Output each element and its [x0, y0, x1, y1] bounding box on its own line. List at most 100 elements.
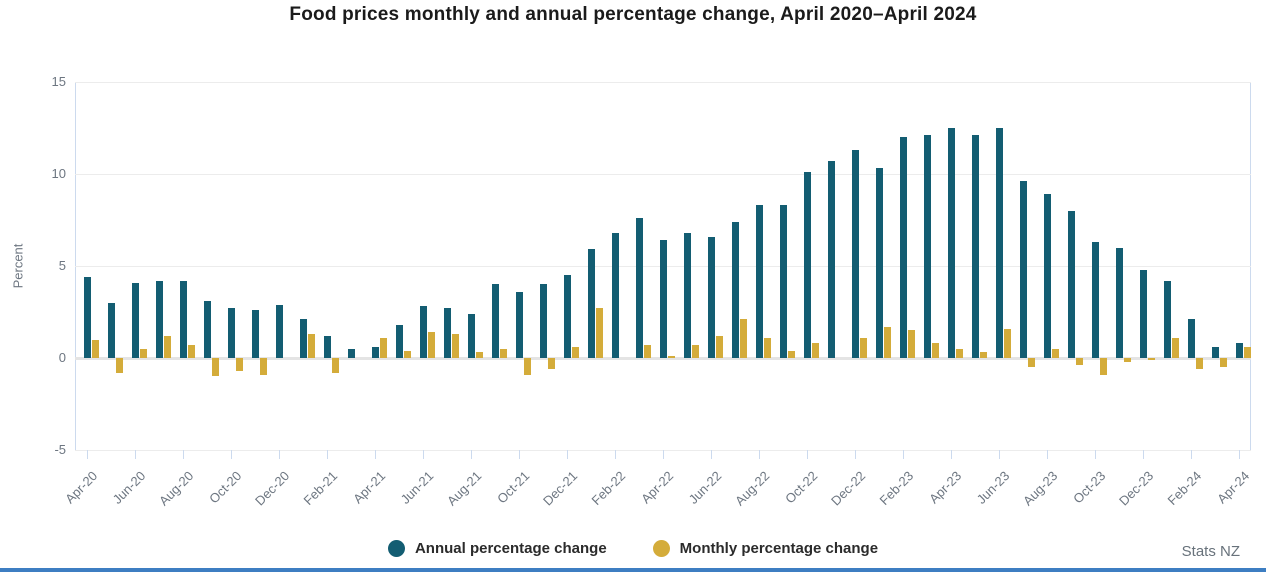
bar-annual-May-23[interactable] [972, 135, 979, 358]
bar-monthly-Jan-22[interactable] [596, 308, 603, 358]
bar-annual-Apr-20[interactable] [84, 277, 91, 358]
bar-annual-Oct-20[interactable] [228, 308, 235, 358]
bar-annual-Aug-22[interactable] [756, 205, 763, 358]
bar-monthly-Dec-22[interactable] [860, 337, 867, 358]
bar-monthly-Mar-24[interactable] [1220, 358, 1227, 368]
bar-annual-Dec-20[interactable] [276, 304, 283, 358]
bar-annual-Nov-22[interactable] [828, 161, 835, 358]
bar-monthly-Jan-24[interactable] [1172, 337, 1179, 358]
bar-annual-Sep-20[interactable] [204, 300, 211, 358]
bar-annual-Jan-24[interactable] [1164, 280, 1171, 358]
bar-monthly-Apr-20[interactable] [92, 339, 99, 358]
bar-annual-Dec-22[interactable] [852, 150, 859, 358]
bar-annual-Jul-20[interactable] [156, 280, 163, 358]
bar-annual-Sep-22[interactable] [780, 205, 787, 358]
bar-monthly-Apr-24[interactable] [1244, 346, 1251, 358]
bar-monthly-Dec-21[interactable] [572, 346, 579, 358]
bar-monthly-Jun-20[interactable] [140, 348, 147, 358]
bar-monthly-Sep-22[interactable] [788, 350, 795, 358]
bar-annual-Feb-21[interactable] [324, 335, 331, 358]
bar-monthly-May-22[interactable] [692, 345, 699, 358]
bar-annual-Mar-24[interactable] [1212, 346, 1219, 358]
bar-annual-Aug-21[interactable] [468, 313, 475, 358]
bar-annual-Aug-23[interactable] [1044, 194, 1051, 358]
bar-monthly-Nov-21[interactable] [548, 358, 555, 370]
bar-monthly-May-23[interactable] [980, 352, 987, 358]
bar-annual-Mar-21[interactable] [348, 348, 355, 358]
bar-annual-Oct-23[interactable] [1092, 242, 1099, 358]
legend-item-annual[interactable]: Annual percentage change [387, 540, 607, 557]
bar-monthly-Oct-20[interactable] [236, 358, 243, 371]
bar-annual-Mar-23[interactable] [924, 135, 931, 358]
bar-annual-Jun-20[interactable] [132, 282, 139, 358]
bar-annual-Feb-22[interactable] [612, 232, 619, 358]
bar-monthly-Jul-20[interactable] [164, 335, 171, 358]
bar-monthly-Dec-23[interactable] [1148, 358, 1155, 360]
bar-annual-Jun-21[interactable] [420, 306, 427, 358]
bar-monthly-Feb-21[interactable] [332, 358, 339, 373]
bar-annual-May-20[interactable] [108, 302, 115, 358]
bar-monthly-Jun-23[interactable] [1004, 328, 1011, 358]
bar-annual-Apr-23[interactable] [948, 128, 955, 358]
bar-annual-Dec-21[interactable] [564, 275, 571, 358]
bar-monthly-Oct-23[interactable] [1100, 358, 1107, 375]
bar-annual-Jun-23[interactable] [996, 128, 1003, 358]
bar-annual-Nov-20[interactable] [252, 310, 259, 358]
bar-monthly-Apr-23[interactable] [956, 348, 963, 358]
bar-monthly-Jun-21[interactable] [428, 332, 435, 358]
bar-annual-Jan-23[interactable] [876, 168, 883, 358]
legend-item-monthly[interactable]: Monthly percentage change [652, 540, 878, 557]
bar-monthly-Feb-23[interactable] [908, 330, 915, 358]
bar-monthly-Jul-22[interactable] [740, 319, 747, 358]
bar-annual-Apr-21[interactable] [372, 346, 379, 358]
bar-annual-Jan-22[interactable] [588, 249, 595, 358]
bar-annual-Feb-23[interactable] [900, 137, 907, 358]
bar-monthly-Aug-21[interactable] [476, 352, 483, 358]
bar-monthly-Sep-20[interactable] [212, 358, 219, 377]
x-axis-tick [807, 450, 808, 459]
bar-annual-Sep-21[interactable] [492, 284, 499, 358]
bar-monthly-Sep-21[interactable] [500, 348, 507, 358]
bar-annual-Apr-22[interactable] [660, 240, 667, 358]
bar-monthly-Sep-23[interactable] [1076, 358, 1083, 366]
bar-monthly-Jan-23[interactable] [884, 326, 891, 358]
bar-monthly-Aug-20[interactable] [188, 345, 195, 358]
bar-annual-Oct-21[interactable] [516, 291, 523, 358]
bar-monthly-Jul-23[interactable] [1028, 358, 1035, 368]
bar-annual-Aug-20[interactable] [180, 280, 187, 358]
bar-monthly-May-20[interactable] [116, 358, 123, 373]
bar-monthly-Mar-23[interactable] [932, 343, 939, 358]
x-axis-tick [663, 450, 664, 459]
bar-monthly-Oct-22[interactable] [812, 343, 819, 358]
bar-annual-Jul-21[interactable] [444, 308, 451, 358]
bar-monthly-Nov-20[interactable] [260, 358, 267, 375]
bar-annual-Mar-22[interactable] [636, 218, 643, 358]
x-axis-tick [951, 450, 952, 459]
bar-annual-Nov-21[interactable] [540, 284, 547, 358]
bar-annual-Jan-21[interactable] [300, 319, 307, 358]
bar-monthly-Apr-21[interactable] [380, 337, 387, 358]
bar-monthly-Oct-21[interactable] [524, 358, 531, 375]
bar-monthly-Jun-22[interactable] [716, 335, 723, 358]
bar-annual-Oct-22[interactable] [804, 172, 811, 358]
bar-monthly-Aug-22[interactable] [764, 337, 771, 358]
bar-monthly-Nov-23[interactable] [1124, 358, 1131, 362]
bar-annual-May-22[interactable] [684, 232, 691, 358]
bar-annual-Jun-22[interactable] [708, 236, 715, 358]
bar-annual-Sep-23[interactable] [1068, 210, 1075, 358]
bar-monthly-Jul-21[interactable] [452, 334, 459, 358]
bar-annual-Feb-24[interactable] [1188, 319, 1195, 358]
bar-annual-Apr-24[interactable] [1236, 343, 1243, 358]
bar-monthly-Apr-22[interactable] [668, 356, 675, 358]
bar-monthly-May-21[interactable] [404, 350, 411, 358]
x-axis-tick [615, 450, 616, 459]
bar-annual-Jul-23[interactable] [1020, 181, 1027, 358]
bar-monthly-Jan-21[interactable] [308, 334, 315, 358]
bar-monthly-Aug-23[interactable] [1052, 348, 1059, 358]
bar-annual-Nov-23[interactable] [1116, 247, 1123, 358]
bar-annual-May-21[interactable] [396, 324, 403, 358]
bar-annual-Jul-22[interactable] [732, 221, 739, 358]
bar-annual-Dec-23[interactable] [1140, 269, 1147, 358]
bar-monthly-Mar-22[interactable] [644, 345, 651, 358]
bar-monthly-Feb-24[interactable] [1196, 358, 1203, 370]
